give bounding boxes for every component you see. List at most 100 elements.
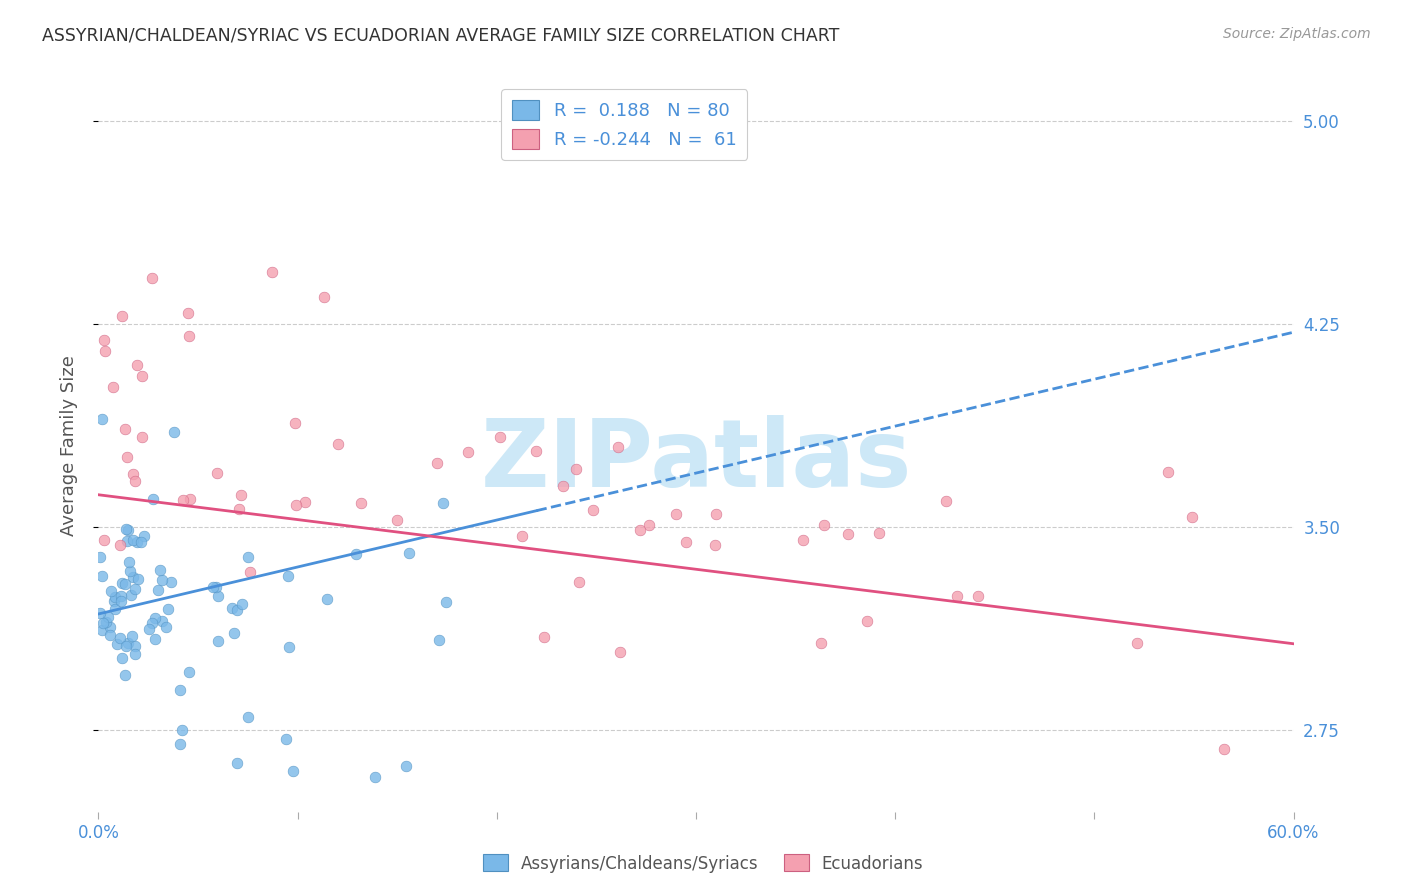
Point xyxy=(207,590,229,604)
Point xyxy=(122,570,145,584)
Point xyxy=(93,533,115,547)
Point xyxy=(129,535,152,549)
Point xyxy=(239,566,262,580)
Point xyxy=(124,582,146,596)
Text: Source: ZipAtlas.com: Source: ZipAtlas.com xyxy=(1223,27,1371,41)
Point xyxy=(675,535,697,549)
Point xyxy=(141,271,163,285)
Y-axis label: Average Family Size: Average Family Size xyxy=(59,356,77,536)
Point xyxy=(868,525,890,540)
Point xyxy=(284,416,307,430)
Point xyxy=(169,737,191,751)
Point xyxy=(163,425,186,440)
Point xyxy=(104,590,127,604)
Point xyxy=(205,466,228,480)
Point xyxy=(122,533,145,547)
Point xyxy=(160,574,183,589)
Point xyxy=(316,591,339,606)
Point xyxy=(108,631,131,645)
Point xyxy=(121,467,143,481)
Point xyxy=(385,513,408,527)
Point xyxy=(131,368,153,383)
Point xyxy=(114,576,136,591)
Point xyxy=(131,430,153,444)
Point xyxy=(565,462,588,476)
Point xyxy=(568,575,591,590)
Point xyxy=(124,639,146,653)
Point xyxy=(1156,465,1178,479)
Point xyxy=(150,573,173,587)
Point xyxy=(426,456,449,470)
Point xyxy=(172,492,194,507)
Point xyxy=(664,507,686,521)
Point xyxy=(110,538,132,552)
Point xyxy=(118,556,141,570)
Point xyxy=(533,630,555,644)
Point xyxy=(114,668,136,682)
Point xyxy=(89,607,111,621)
Point xyxy=(124,647,146,661)
Point xyxy=(231,597,253,611)
Point xyxy=(111,576,134,591)
Point xyxy=(792,533,814,548)
Point xyxy=(177,306,200,320)
Text: ZIPatlas: ZIPatlas xyxy=(481,415,911,507)
Point xyxy=(704,538,727,552)
Point xyxy=(349,496,371,510)
Point xyxy=(488,430,510,444)
Point xyxy=(363,770,385,784)
Point xyxy=(179,491,201,506)
Point xyxy=(260,264,283,278)
Point xyxy=(105,637,128,651)
Point xyxy=(277,640,299,654)
Point xyxy=(170,723,193,738)
Point xyxy=(229,488,252,502)
Point xyxy=(855,614,877,628)
Point xyxy=(100,620,122,634)
Point xyxy=(117,636,139,650)
Point xyxy=(810,635,832,649)
Point xyxy=(89,549,111,564)
Point xyxy=(110,650,132,665)
Point xyxy=(91,412,114,426)
Point xyxy=(115,534,138,549)
Point xyxy=(117,524,139,538)
Point xyxy=(134,529,156,543)
Point xyxy=(225,602,247,616)
Point xyxy=(142,491,165,506)
Point xyxy=(156,602,179,616)
Point xyxy=(115,450,138,464)
Point xyxy=(100,583,122,598)
Point xyxy=(91,615,114,630)
Point xyxy=(127,572,149,586)
Point xyxy=(177,329,200,343)
Point xyxy=(328,437,350,451)
Point xyxy=(94,344,117,359)
Point xyxy=(524,444,547,458)
Point xyxy=(91,623,114,637)
Point xyxy=(228,502,250,516)
Point xyxy=(281,764,304,778)
Point xyxy=(284,499,307,513)
Point xyxy=(837,526,859,541)
Point xyxy=(207,633,229,648)
Point xyxy=(1181,509,1204,524)
Point xyxy=(294,495,316,509)
Point xyxy=(637,518,659,533)
Point xyxy=(97,610,120,624)
Point xyxy=(222,625,245,640)
Point xyxy=(221,600,243,615)
Text: ASSYRIAN/CHALDEAN/SYRIAC VS ECUADORIAN AVERAGE FAMILY SIZE CORRELATION CHART: ASSYRIAN/CHALDEAN/SYRIAC VS ECUADORIAN A… xyxy=(42,27,839,45)
Point xyxy=(146,583,169,598)
Point xyxy=(152,614,174,628)
Point xyxy=(225,756,247,770)
Point xyxy=(177,665,200,679)
Point xyxy=(432,496,454,510)
Point xyxy=(398,546,420,560)
Point xyxy=(103,594,125,608)
Point xyxy=(143,632,166,646)
Point xyxy=(510,529,533,543)
Legend: Assyrians/Chaldeans/Syriacs, Ecuadorians: Assyrians/Chaldeans/Syriacs, Ecuadorians xyxy=(475,847,931,880)
Point xyxy=(114,422,136,436)
Point xyxy=(236,550,259,565)
